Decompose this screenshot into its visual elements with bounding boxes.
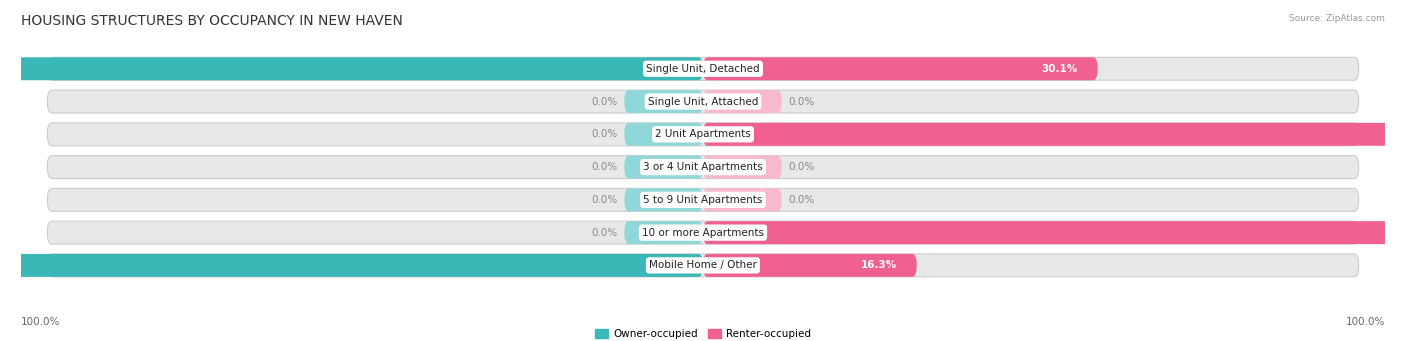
FancyBboxPatch shape — [48, 123, 1358, 146]
Text: 0.0%: 0.0% — [592, 228, 617, 238]
FancyBboxPatch shape — [624, 188, 703, 211]
FancyBboxPatch shape — [624, 90, 703, 113]
Text: 10 or more Apartments: 10 or more Apartments — [643, 228, 763, 238]
Text: 0.0%: 0.0% — [592, 195, 617, 205]
FancyBboxPatch shape — [48, 57, 1358, 80]
FancyBboxPatch shape — [0, 254, 703, 277]
FancyBboxPatch shape — [703, 90, 782, 113]
Text: 0.0%: 0.0% — [592, 97, 617, 106]
Text: 100.0%: 100.0% — [21, 317, 60, 327]
Text: Mobile Home / Other: Mobile Home / Other — [650, 261, 756, 270]
FancyBboxPatch shape — [624, 155, 703, 179]
FancyBboxPatch shape — [624, 221, 703, 244]
Legend: Owner-occupied, Renter-occupied: Owner-occupied, Renter-occupied — [591, 325, 815, 341]
FancyBboxPatch shape — [0, 57, 703, 80]
FancyBboxPatch shape — [703, 155, 782, 179]
Text: 2 Unit Apartments: 2 Unit Apartments — [655, 129, 751, 139]
Text: 0.0%: 0.0% — [789, 97, 814, 106]
Text: 0.0%: 0.0% — [789, 162, 814, 172]
Text: HOUSING STRUCTURES BY OCCUPANCY IN NEW HAVEN: HOUSING STRUCTURES BY OCCUPANCY IN NEW H… — [21, 14, 404, 28]
FancyBboxPatch shape — [624, 123, 703, 146]
Text: 0.0%: 0.0% — [592, 129, 617, 139]
FancyBboxPatch shape — [703, 57, 1098, 80]
Text: Single Unit, Attached: Single Unit, Attached — [648, 97, 758, 106]
FancyBboxPatch shape — [703, 188, 782, 211]
FancyBboxPatch shape — [703, 254, 917, 277]
Text: Single Unit, Detached: Single Unit, Detached — [647, 64, 759, 74]
FancyBboxPatch shape — [48, 90, 1358, 113]
Text: Source: ZipAtlas.com: Source: ZipAtlas.com — [1289, 14, 1385, 23]
Text: 5 to 9 Unit Apartments: 5 to 9 Unit Apartments — [644, 195, 762, 205]
Text: 3 or 4 Unit Apartments: 3 or 4 Unit Apartments — [643, 162, 763, 172]
Text: 100.0%: 100.0% — [1346, 317, 1385, 327]
Text: 16.3%: 16.3% — [860, 261, 897, 270]
FancyBboxPatch shape — [703, 221, 1406, 244]
FancyBboxPatch shape — [48, 188, 1358, 211]
Text: 0.0%: 0.0% — [592, 162, 617, 172]
FancyBboxPatch shape — [703, 123, 1406, 146]
FancyBboxPatch shape — [48, 221, 1358, 244]
FancyBboxPatch shape — [48, 254, 1358, 277]
FancyBboxPatch shape — [48, 155, 1358, 179]
Text: 0.0%: 0.0% — [789, 195, 814, 205]
Text: 30.1%: 30.1% — [1042, 64, 1078, 74]
